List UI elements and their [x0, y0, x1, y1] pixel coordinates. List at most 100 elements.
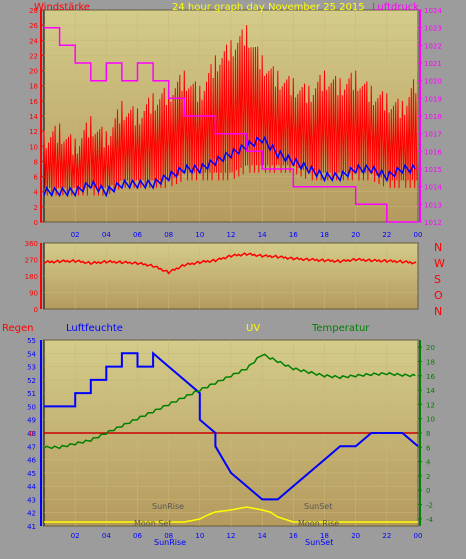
wind-x-tick-label: 14	[258, 231, 267, 239]
wind-tick-label: 24	[29, 37, 38, 45]
temperature-line	[43, 353, 416, 450]
humidity-x-tick-label: 14	[258, 532, 267, 540]
humidity-tick-label: 42	[27, 510, 36, 518]
humidity-x-tick-label: 22	[382, 532, 391, 540]
humidity-x-tick-label: 04	[102, 532, 111, 540]
wind-series	[43, 25, 418, 223]
humidity-x-tick-label: 06	[133, 532, 142, 540]
wind-x-tick-label: 00	[414, 231, 423, 239]
wind-tick-label: 6	[34, 174, 39, 182]
wind-tick-label: 28	[29, 7, 38, 15]
direction-label-o: O	[434, 289, 443, 302]
humidity-x-tick-label: 16	[289, 532, 298, 540]
direction-tick-label: 90	[29, 290, 38, 298]
humidity-x-tick-label: 08	[164, 532, 173, 540]
wind-x-tick-label: 10	[195, 231, 204, 239]
wind-x-tick-label: 12	[227, 231, 236, 239]
wind-x-tick-label: 04	[102, 231, 111, 239]
humidity-x-tick-label: 12	[227, 532, 236, 540]
rain-axis-title: Regen	[2, 323, 34, 334]
uv-line	[44, 506, 418, 523]
temperature-tick-label: 14	[426, 387, 435, 395]
temperature-tick-label: 4	[426, 459, 431, 467]
pressure-tick-label: 1013	[424, 201, 442, 209]
temperature-tick-label: 6	[426, 444, 431, 452]
wind-tick-label: 12	[29, 128, 38, 136]
humidity-tick-label: 55	[27, 337, 36, 345]
temperature-tick-label: 20	[426, 344, 435, 352]
direction-tick-label: 180	[25, 273, 38, 281]
wind-x-tick-label: 20	[351, 231, 360, 239]
pressure-tick-label: 1016	[424, 148, 442, 156]
rain-tick-label: 0	[30, 430, 34, 438]
annotation-sunrise: SunRise	[152, 502, 184, 511]
temperature-axis-title: Temperatur	[311, 323, 370, 334]
humidity-tick-label: 50	[27, 403, 36, 411]
annotation-sunset: SunSet	[304, 502, 332, 511]
wind-tick-label: 0	[34, 219, 38, 227]
wind-tick-label: 8	[34, 158, 38, 166]
axis-tick-labels: 0246810121416182022242628101210131014101…	[25, 7, 443, 540]
wind-x-tick-label: 22	[382, 231, 391, 239]
pressure-tick-label: 1023	[424, 25, 442, 33]
humidity-axis-title: Luftfeuchte	[66, 323, 123, 334]
annotation-moonset: Moon Set	[134, 519, 171, 528]
pressure-tick-label: 1014	[424, 184, 442, 192]
pressure-tick-label: 1018	[424, 113, 442, 121]
humidity-tick-label: 43	[27, 496, 36, 504]
temperature-tick-label: 2	[426, 473, 430, 481]
humidity-x-tick-label: 20	[351, 532, 360, 540]
humidity-line	[44, 351, 419, 501]
wind-average-line	[43, 135, 417, 198]
wind-tick-label: 20	[29, 68, 38, 76]
wind-tick-label: 26	[29, 22, 38, 30]
humidity-x-tick-label: 10	[195, 532, 204, 540]
pressure-tick-label: 1022	[424, 42, 442, 50]
wind-x-tick-label: 18	[320, 231, 329, 239]
temperature-tick-label: -4	[426, 516, 434, 524]
humidity-x-tick-label: 00	[414, 532, 423, 540]
humidity-tick-label: 52	[27, 377, 36, 385]
direction-series	[43, 252, 417, 275]
humidity-tick-label: 41	[27, 523, 36, 531]
wind-tick-label: 10	[29, 143, 38, 151]
pressure-tick-label: 1024	[424, 7, 442, 15]
wind-gust-line	[43, 25, 418, 196]
humidity-tick-label: 54	[27, 350, 36, 358]
wind-x-tick-label: 06	[133, 231, 142, 239]
direction-label-s: S	[434, 273, 441, 286]
humidity-tick-label: 51	[27, 390, 36, 398]
humidity-tick-label: 49	[27, 417, 36, 425]
wind-x-tick-label: 08	[164, 231, 173, 239]
wind-x-tick-label: 16	[289, 231, 298, 239]
pressure-tick-label: 1020	[424, 78, 442, 86]
annotation-sunrise-bottom: SunRise	[154, 538, 186, 547]
humidity-tick-label: 53	[27, 364, 36, 372]
humidity-tick-label: 44	[27, 483, 36, 491]
direction-tick-label: 0	[34, 306, 38, 314]
temperature-tick-label: 18	[426, 358, 435, 366]
pressure-tick-label: 1012	[424, 219, 442, 227]
annotation-sunset-bottom: SunSet	[305, 538, 333, 547]
temperature-tick-label: 12	[426, 401, 435, 409]
humidity-series	[43, 351, 419, 523]
pressure-tick-label: 1017	[424, 131, 442, 139]
pressure-tick-label: 1019	[424, 95, 442, 103]
humidity-tick-label: 45	[27, 470, 36, 478]
humidity-tick-label: 48	[27, 430, 36, 438]
direction-label-w: W	[434, 257, 445, 270]
wind-axis-title: Windstärke	[34, 2, 90, 13]
annotation-moonrise: Moon Rise	[298, 519, 339, 528]
temperature-tick-label: 0	[426, 487, 430, 495]
uv-axis-title: UV	[246, 323, 260, 334]
direction-tick-label: 360	[25, 240, 38, 248]
chart-title: 24 hour graph day November 25 2015	[172, 2, 365, 13]
humidity-x-tick-label: 02	[71, 532, 80, 540]
temperature-tick-label: 16	[426, 373, 435, 381]
wind-tick-label: 14	[29, 113, 38, 121]
humidity-x-tick-label: 18	[320, 532, 329, 540]
direction-label-n-top: N	[434, 241, 442, 254]
temperature-tick-label: -2	[426, 502, 433, 510]
